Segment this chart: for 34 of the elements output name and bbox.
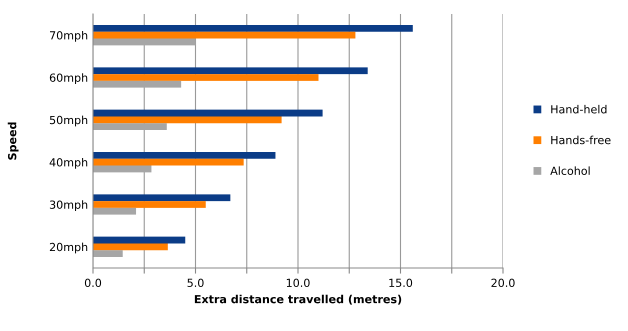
bar xyxy=(93,116,282,124)
bar xyxy=(93,123,167,130)
bar xyxy=(93,32,356,39)
bar xyxy=(93,25,413,32)
bar xyxy=(93,201,206,208)
legend-label: Hands-free xyxy=(551,136,611,144)
x-tick-label: 20.0 xyxy=(491,278,515,288)
y-tick-label: 30mph xyxy=(50,200,88,212)
bar xyxy=(93,152,276,159)
x-tick-label: 0.0 xyxy=(84,278,102,288)
bar xyxy=(93,80,182,88)
y-tick-label: 60mph xyxy=(50,73,88,84)
bar xyxy=(93,194,230,202)
legend-label: Hand-held xyxy=(551,104,606,114)
bar xyxy=(93,74,318,81)
bar xyxy=(93,158,244,166)
bar xyxy=(93,250,123,257)
x-axis-title: Extra distance travelled (metres) xyxy=(194,294,402,305)
bar xyxy=(93,38,196,46)
bar xyxy=(93,110,323,116)
bar xyxy=(93,208,136,215)
bar xyxy=(93,67,368,74)
y-tick-label: 50mph xyxy=(50,116,88,126)
legend-label: Alcohol xyxy=(550,166,590,175)
bar xyxy=(93,243,168,250)
x-tick-label: 5.0 xyxy=(188,278,204,288)
bar xyxy=(93,166,152,172)
y-tick-label: 70mph xyxy=(50,30,88,42)
y-axis-title: Speed xyxy=(8,122,19,160)
y-tick-label: 20mph xyxy=(50,242,88,254)
bar xyxy=(93,236,186,244)
y-tick-label: 40mph xyxy=(50,158,88,169)
x-tick-label: 15.0 xyxy=(389,278,412,288)
x-tick-label: 10.0 xyxy=(286,278,310,288)
